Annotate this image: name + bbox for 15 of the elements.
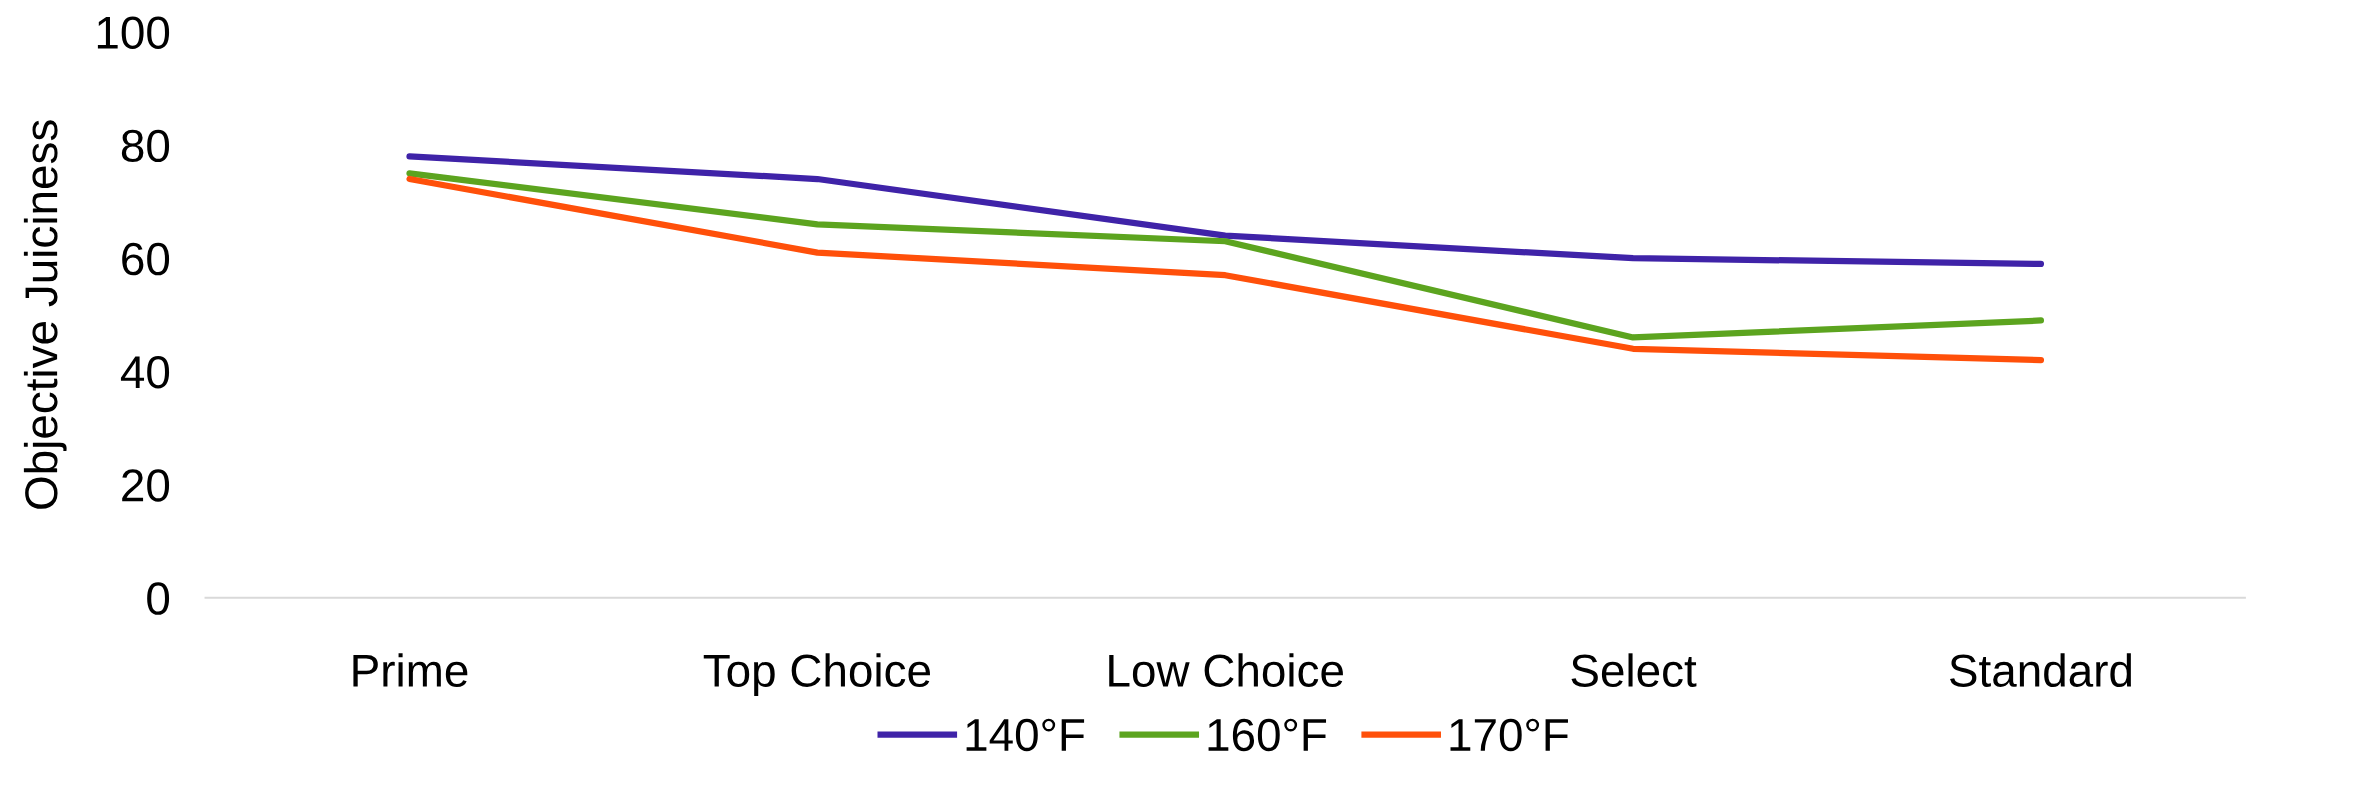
x-tick-label: Select [1571, 653, 1697, 687]
x-tick-label: Standard [1950, 653, 2131, 687]
x-tick-label: Low Choice [1109, 653, 1343, 687]
y-tick-label: 60 [122, 242, 170, 276]
x-tick-label: Prime [353, 653, 468, 687]
y-tick-label: 0 [147, 582, 170, 615]
y-tick-label: 20 [122, 469, 170, 502]
x-tick-label: Top Choice [703, 653, 930, 697]
legend-label: 170°F [1450, 718, 1568, 752]
y-tick-label: 100 [97, 16, 170, 49]
y-tick-label: 40 [120, 356, 170, 389]
legend-label: 140°F [966, 718, 1085, 752]
y-tick-label: 80 [121, 129, 170, 163]
legend-label: 160°F [1208, 718, 1327, 752]
y-axis-title: Objective Juiciness [23, 120, 67, 509]
